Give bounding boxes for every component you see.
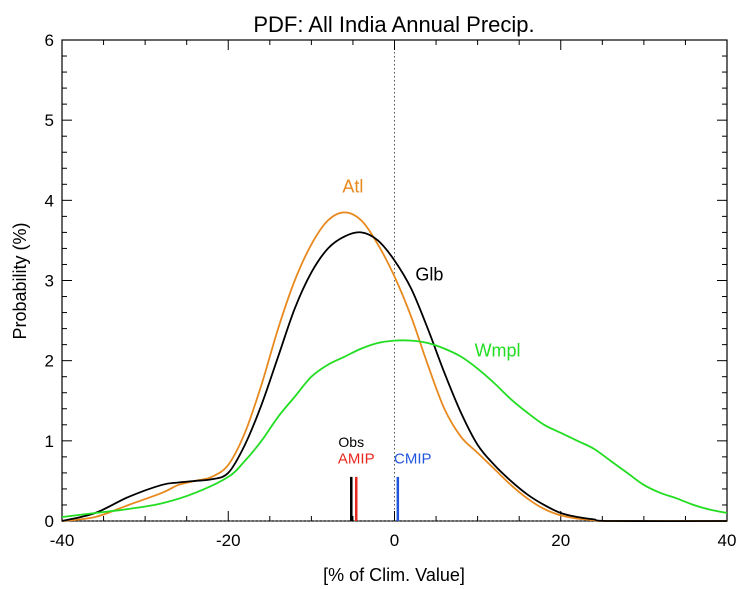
- series-label-glb: Glb: [415, 265, 443, 285]
- series-label-wmpl: Wmpl: [475, 341, 521, 361]
- chart-title: PDF: All India Annual Precip.: [253, 12, 534, 37]
- y-tick-label: 1: [45, 432, 54, 451]
- series-line-atl: [61, 211, 728, 522]
- marker-label-cmip: CMIP: [394, 450, 432, 467]
- x-tick-label: -20: [216, 531, 241, 550]
- y-tick-label: 4: [45, 191, 54, 210]
- y-tick-label: 2: [45, 352, 54, 371]
- y-axis-label: Probability (%): [10, 222, 30, 339]
- x-tick-label: -40: [50, 531, 75, 550]
- y-tick-label: 5: [45, 111, 54, 130]
- x-axis-label: [% of Clim. Value]: [323, 565, 465, 585]
- marker-label-obs: Obs: [338, 434, 364, 450]
- series-line-wmpl: [61, 339, 728, 518]
- series-label-atl: Atl: [342, 176, 363, 196]
- x-tick-label: 20: [551, 531, 570, 550]
- x-tick-label: 40: [718, 531, 737, 550]
- marker-label-amip: AMIP: [338, 450, 375, 467]
- y-tick-label: 3: [45, 272, 54, 291]
- x-tick-label: 0: [390, 531, 399, 550]
- series-line-glb: [61, 231, 728, 523]
- y-tick-label: 0: [45, 512, 54, 531]
- y-tick-label: 6: [45, 31, 54, 50]
